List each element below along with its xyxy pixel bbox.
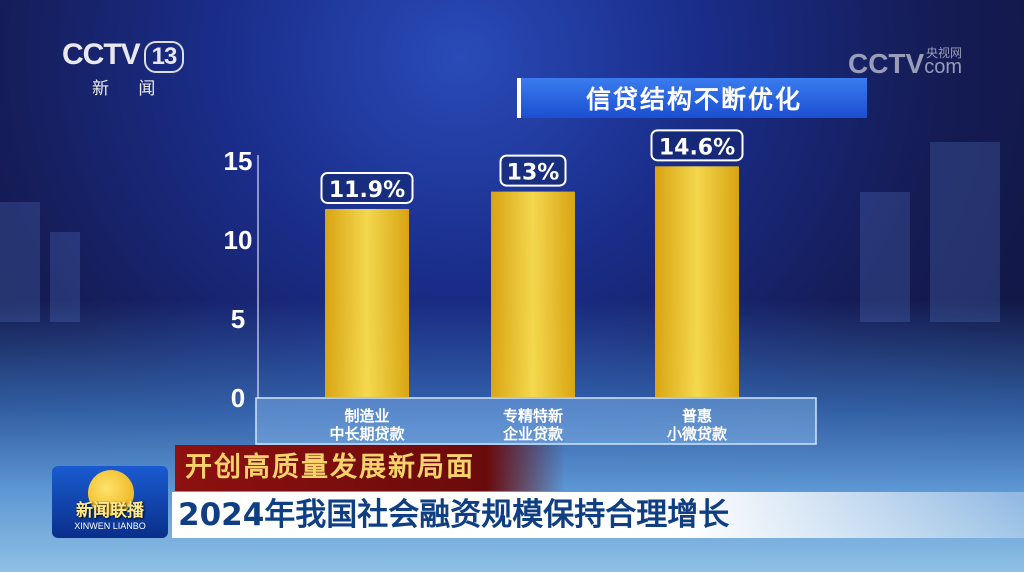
skyline (930, 142, 1000, 322)
chart-base-platform (255, 397, 817, 445)
data-label: 14.6% (659, 135, 735, 160)
y-tick-label: 10 (224, 225, 253, 255)
x-category-label: 专精特新 (503, 407, 563, 425)
data-label-box (320, 171, 414, 204)
bar (655, 166, 739, 397)
headline-title: 2024年我国社会融资规模保持合理增长 (172, 492, 1024, 538)
x-category-label: 制造业 (344, 407, 389, 425)
bar (325, 208, 409, 397)
data-label: 13% (507, 161, 560, 186)
y-tick-label: 0 (231, 383, 245, 413)
x-category-label: 企业贷款 (502, 425, 564, 443)
data-label-box (650, 129, 744, 162)
skyline (0, 202, 40, 322)
cctv13-logo: CCTV 13 (62, 38, 185, 73)
data-label-box (499, 154, 567, 187)
chart-title: 信贷结构不断优化 (517, 78, 867, 118)
y-tick-label: 15 (224, 146, 253, 176)
x-category-label: 普惠 (682, 407, 712, 425)
y-tick-label: 5 (231, 304, 245, 334)
cctv-com-watermark: CCTVcom 央视网 (847, 46, 962, 79)
xinwen-lianbo-logo: 新闻联播 XINWEN LIANBO (52, 466, 168, 538)
x-category-label: 小微贷款 (667, 425, 728, 443)
bar (491, 191, 575, 397)
channel-name: 新 闻 (92, 79, 168, 99)
x-category-label: 中长期贷款 (329, 425, 405, 443)
data-label: 11.9% (329, 178, 405, 203)
skyline (50, 232, 80, 322)
skyline (860, 192, 910, 322)
headline-tag: 开创高质量发展新局面 (175, 445, 565, 491)
globe-icon (88, 470, 134, 516)
